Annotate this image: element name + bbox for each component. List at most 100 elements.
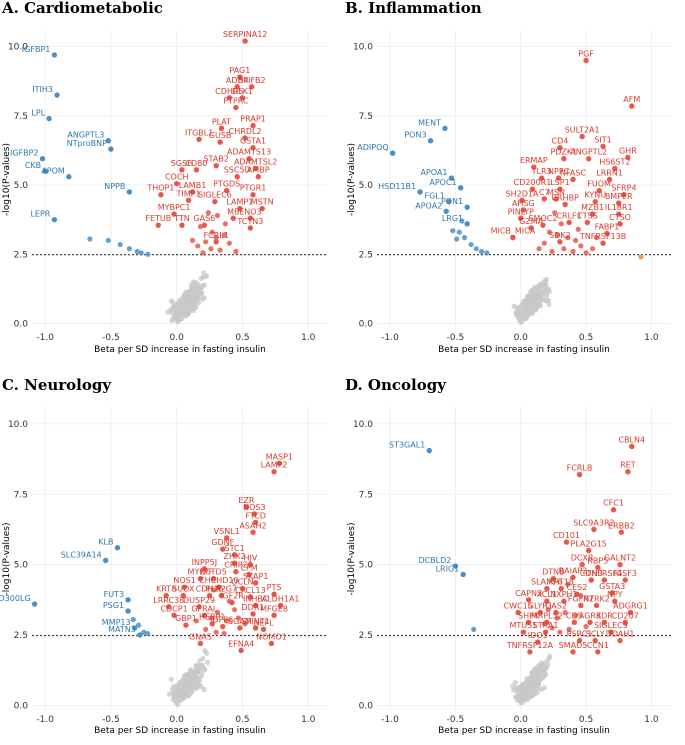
labelled-point <box>612 598 618 604</box>
sig-down-point <box>130 616 136 623</box>
sig-up-point <box>224 618 230 624</box>
labelled-point <box>252 580 259 586</box>
ns-point <box>169 686 175 692</box>
labelled-point <box>158 192 164 198</box>
labelled-point <box>555 175 562 181</box>
point-label: DDR1 <box>242 603 265 612</box>
labelled-point <box>627 609 634 616</box>
x-tick-label: 0.0 <box>514 333 529 343</box>
point-label: HJV <box>243 554 257 563</box>
labelled-point <box>452 563 459 569</box>
point-label: SLC39A14 <box>61 550 102 559</box>
point-label: CDHR5 <box>215 87 243 96</box>
point-label: MYBPC1 <box>158 203 191 212</box>
labelled-point <box>535 639 541 645</box>
labelled-point <box>174 180 180 187</box>
point-label: DLK1 <box>232 87 253 96</box>
labelled-point <box>601 577 608 583</box>
labelled-point <box>443 208 449 215</box>
labelled-point <box>250 192 256 198</box>
point-label: TNFRSF13B <box>579 232 626 241</box>
point-label: ADH4 <box>226 76 249 85</box>
labelled-point <box>578 602 584 609</box>
point-label: GUSB <box>209 131 232 140</box>
labelled-point <box>171 612 177 618</box>
labelled-point <box>541 196 547 202</box>
ns-point <box>538 670 544 676</box>
ns-point <box>170 299 176 306</box>
labelled-point <box>250 122 256 129</box>
point-label: HS6ST2 <box>599 157 630 166</box>
ns-point <box>188 305 194 311</box>
ns-point <box>173 693 180 699</box>
labelled-point <box>538 175 545 181</box>
labelled-point <box>259 205 265 212</box>
point-label: SPINT1 <box>242 617 270 626</box>
ns-point <box>540 290 546 296</box>
labelled-point <box>234 174 240 180</box>
sig-down-point <box>117 241 123 248</box>
point-label: INPP5J <box>192 558 217 567</box>
point-label: ASAH2 <box>239 521 266 530</box>
labelled-point <box>618 529 625 535</box>
sig-up-point <box>203 239 209 245</box>
labelled-point <box>66 174 72 180</box>
labelled-point <box>102 557 109 564</box>
sig-up-point <box>221 630 227 637</box>
labelled-point <box>553 609 559 616</box>
labelled-point <box>520 207 527 213</box>
labelled-point <box>574 591 580 597</box>
labelled-point <box>46 115 52 122</box>
labelled-point <box>446 198 452 205</box>
y-tick-label: 10.0 <box>353 420 373 430</box>
point-label: TNFRSF4 <box>585 569 622 578</box>
ns-point <box>511 303 517 309</box>
y-tick-label: 0.0 <box>359 319 374 329</box>
sig-up-point <box>208 615 214 621</box>
ns-point <box>528 291 535 297</box>
point-label: AMBP <box>247 166 270 175</box>
labelled-point <box>231 552 238 558</box>
point-label: SIGLEC6 <box>198 191 232 200</box>
labelled-point <box>606 176 613 183</box>
ns-point <box>185 692 191 698</box>
point-label: CWC15 <box>503 601 532 610</box>
labelled-point <box>247 594 254 600</box>
ns-point <box>518 305 524 311</box>
labelled-point <box>579 133 585 140</box>
sig-down-point <box>145 251 151 257</box>
point-label: GLYR1 <box>528 601 553 610</box>
ns-point <box>176 298 183 304</box>
sig-down-point <box>471 626 477 632</box>
sig-up-point <box>226 240 232 246</box>
sig-up-point <box>583 250 589 256</box>
volcano-panel-1: A. Cardiometabolic -1.0 -0.5 0.0 0.5 1.0 0.0 2.… <box>1 0 328 355</box>
point-label: LAMB1 <box>179 181 207 190</box>
labelled-point <box>51 216 58 223</box>
sig-up-point <box>578 243 584 249</box>
labelled-point <box>600 143 606 149</box>
point-label: MZB1 <box>581 203 604 212</box>
sig-down-point <box>126 246 132 252</box>
point-label: GFRAL <box>191 604 218 613</box>
ns-point <box>543 665 550 671</box>
labelled-point <box>251 511 258 517</box>
x-tick-label: 0.0 <box>514 715 529 725</box>
ns-point <box>534 305 540 311</box>
labelled-point <box>268 640 275 647</box>
ns-point <box>514 688 520 695</box>
ns-point <box>516 312 522 318</box>
ns-point <box>536 297 542 303</box>
point-label: OCLN <box>231 578 253 587</box>
labelled-point <box>595 564 601 571</box>
labelled-point <box>166 604 172 610</box>
labelled-point <box>531 164 537 170</box>
labelled-point <box>622 619 628 626</box>
labelled-point <box>247 215 254 221</box>
point-label: RBP5 <box>587 556 608 565</box>
point-label: CDH3 <box>580 569 603 578</box>
point-label: PGF <box>578 49 594 58</box>
x-tick-label: 1.0 <box>644 333 659 343</box>
labelled-point <box>592 637 598 644</box>
